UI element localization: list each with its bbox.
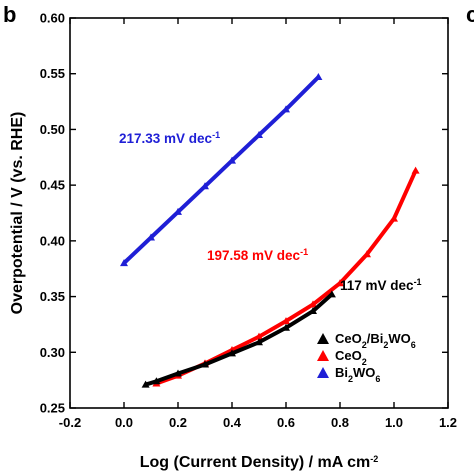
x-axis-title: Log (Current Density) / mA cm-2 xyxy=(140,454,379,471)
series-layer xyxy=(120,73,420,388)
data-point xyxy=(255,338,263,346)
text-part: 2 xyxy=(348,374,353,384)
text-part: /Bi xyxy=(367,331,384,346)
slope-annotation: 197.58 mV dec-1 xyxy=(207,247,308,263)
data-point xyxy=(174,369,182,377)
text-part: 197.58 mV dec xyxy=(207,248,301,263)
data-point xyxy=(255,131,263,138)
data-point xyxy=(390,214,398,222)
y-tick-label: 0.40 xyxy=(40,233,65,248)
y-tick-label: 0.55 xyxy=(40,66,65,81)
data-point xyxy=(147,233,155,241)
text-part: -2 xyxy=(370,454,378,464)
text-part: 2 xyxy=(383,340,388,350)
data-point xyxy=(152,377,161,385)
data-point xyxy=(314,73,323,81)
x-tick-label: 1.0 xyxy=(385,415,403,430)
text-part: 117 mV dec xyxy=(340,278,414,293)
x-tick-label: 0.0 xyxy=(115,415,133,430)
text-part: 217.33 mV dec xyxy=(119,131,213,146)
data-point xyxy=(228,349,236,357)
y-tick-label: 0.50 xyxy=(40,122,65,137)
text-part: 6 xyxy=(411,340,416,350)
slope-annotation: 117 mV dec-1 xyxy=(340,277,422,293)
y-tick-label: 0.60 xyxy=(40,11,65,26)
panel-label: b xyxy=(3,2,16,27)
data-point xyxy=(174,207,182,215)
data-point xyxy=(120,259,128,267)
text-part: CeO xyxy=(335,348,362,363)
legend-label: CeO2/Bi2WO6 xyxy=(335,331,416,350)
x-tick-label: -0.2 xyxy=(59,415,81,430)
y-tick-label: 0.45 xyxy=(40,178,65,193)
text-part: -1 xyxy=(300,247,308,257)
text-part: -1 xyxy=(414,277,422,287)
data-point xyxy=(255,332,263,340)
text-part: WO xyxy=(353,365,375,380)
data-point xyxy=(228,156,236,164)
data-point xyxy=(201,360,209,368)
data-point xyxy=(201,182,209,190)
text-part: 2 xyxy=(362,340,367,350)
x-tick-label: 0.6 xyxy=(277,415,295,430)
x-tick-label: 0.8 xyxy=(331,415,349,430)
text-part: Bi xyxy=(335,365,348,380)
text-part: 2 xyxy=(362,357,367,367)
series-line xyxy=(122,75,320,265)
data-point xyxy=(282,317,290,325)
data-point xyxy=(363,250,371,258)
text-part: Log (Current Density) / mA cm xyxy=(140,454,371,471)
y-tick-label: 0.30 xyxy=(40,345,65,360)
y-tick-label: 0.25 xyxy=(40,401,65,416)
text-part: 6 xyxy=(375,374,380,384)
y-tick-label: 0.35 xyxy=(40,289,65,304)
series-bi2wo6 xyxy=(120,73,323,267)
data-point xyxy=(336,279,344,287)
data-point xyxy=(282,105,290,113)
slope-annotation: 217.33 mV dec-1 xyxy=(119,130,220,146)
x-tick-label: 1.2 xyxy=(439,415,457,430)
y-axis-title: Overpotential / V (vs. RHE) xyxy=(9,112,26,315)
legend-label: CeO2 xyxy=(335,348,367,367)
data-point xyxy=(309,307,317,315)
data-point xyxy=(282,323,290,331)
text-part: CeO xyxy=(335,331,362,346)
data-point xyxy=(327,290,336,298)
x-tick-label: 0.2 xyxy=(169,415,187,430)
legend-marker xyxy=(317,350,329,361)
plot-frame xyxy=(69,17,449,409)
series-ceo2-bi2wo6 xyxy=(141,290,336,388)
data-point xyxy=(141,380,150,388)
text-part: WO xyxy=(388,331,410,346)
legend-label: Bi2WO6 xyxy=(335,365,380,384)
legend-marker xyxy=(317,333,329,344)
x-tick-label: 0.4 xyxy=(223,415,242,430)
text-part: -1 xyxy=(212,130,220,140)
data-point xyxy=(309,300,317,308)
legend-marker xyxy=(317,367,329,378)
data-point xyxy=(411,166,420,174)
neighbor-panel-label: c xyxy=(466,2,474,27)
axis-ticks: -0.2 0.0 0.2 0.4 0.6 0.8 1.0 1.2 0.25 0.30 0.35 0.4… xyxy=(40,11,457,431)
